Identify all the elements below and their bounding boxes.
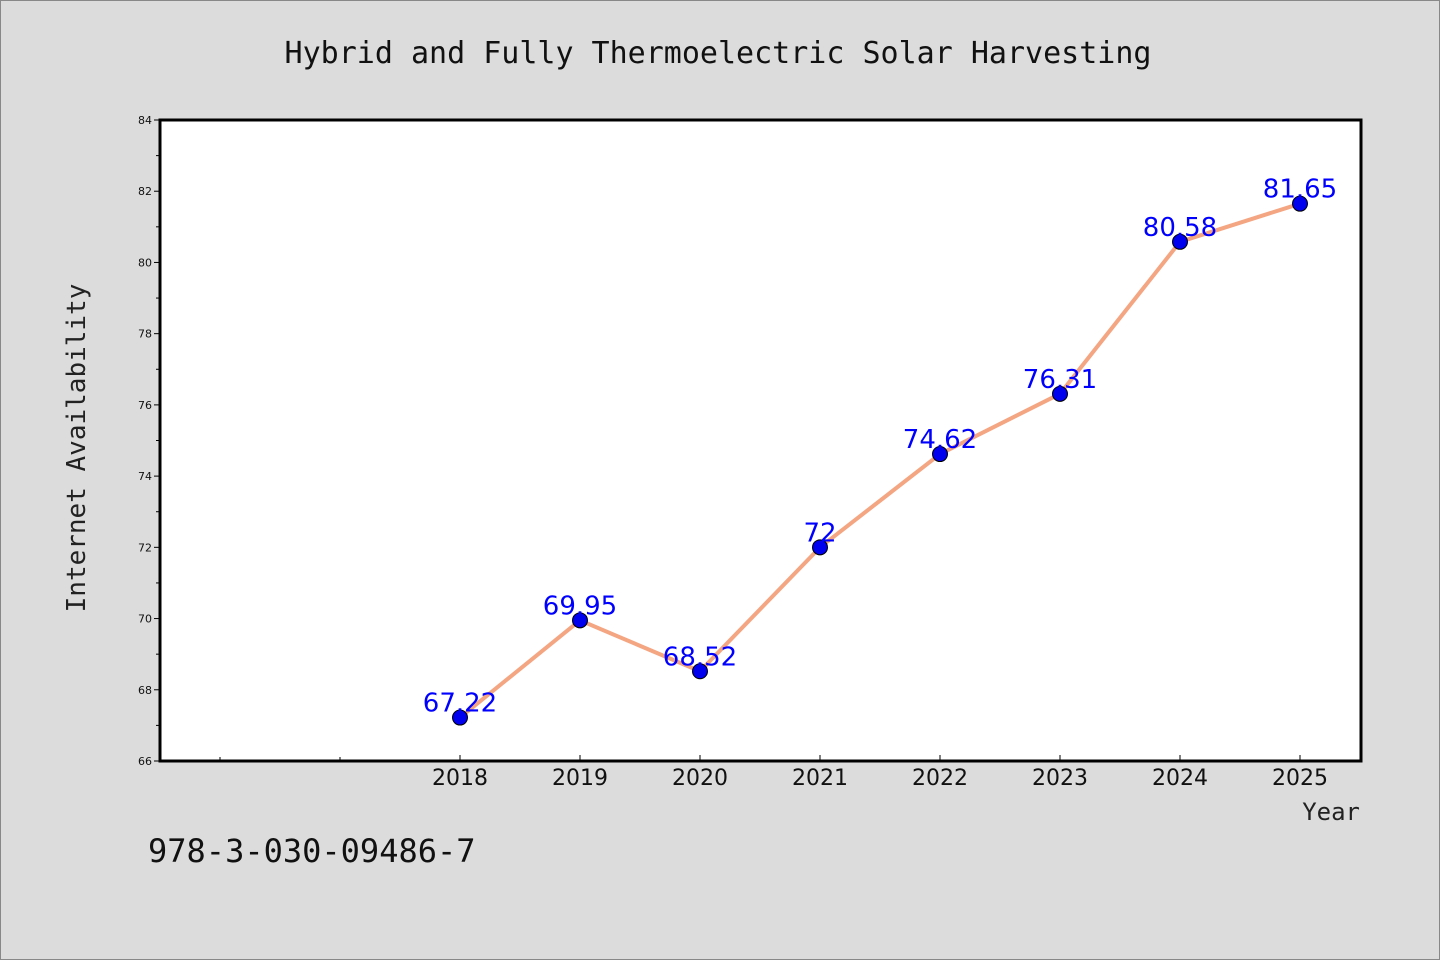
y-tick-label: 66 xyxy=(138,755,152,768)
data-point xyxy=(932,446,948,463)
data-label: 68.52 xyxy=(663,642,737,672)
y-tick-label: 76 xyxy=(138,399,152,412)
x-tick-label: 2021 xyxy=(792,766,848,791)
x-tick-label: 2019 xyxy=(552,766,608,791)
y-axis-label: Internet Availability xyxy=(62,284,92,613)
data-label: 81.65 xyxy=(1263,175,1337,205)
data-point xyxy=(812,539,828,556)
data-point xyxy=(572,612,588,629)
y-axis: 66 68 70 72 74 76 78 80 82 84 xyxy=(138,114,160,768)
data-label: 74.62 xyxy=(903,425,977,455)
x-tick-label: 2018 xyxy=(432,766,488,791)
y-tick-label: 72 xyxy=(138,541,152,554)
data-label: 80.58 xyxy=(1143,213,1217,243)
series-layer: 67.22 69.95 68.52 72 74.62 76.31 80.58 81.65 xyxy=(423,175,1337,726)
y-tick-label: 80 xyxy=(138,256,152,269)
data-point xyxy=(1172,233,1188,250)
data-label: 69.95 xyxy=(543,591,617,621)
x-tick-label: 2022 xyxy=(912,766,968,791)
x-axis: 2018 2019 2020 2021 2022 2023 2024 2025 xyxy=(219,755,1328,791)
data-point xyxy=(452,709,468,726)
data-label: 72 xyxy=(803,518,836,548)
series-line xyxy=(458,201,1301,720)
data-label: 76.31 xyxy=(1023,365,1097,395)
y-tick-label: 82 xyxy=(138,185,152,198)
plot-area xyxy=(158,118,1363,763)
y-tick-label: 74 xyxy=(138,470,152,483)
y-tick-label: 70 xyxy=(138,613,152,626)
y-tick-label: 68 xyxy=(138,684,152,697)
x-tick-label: 2023 xyxy=(1032,766,1088,791)
chart-title: Hybrid and Fully Thermoelectric Solar Ha… xyxy=(285,36,1152,71)
data-point xyxy=(1292,195,1308,212)
x-tick-label: 2025 xyxy=(1272,766,1328,791)
x-axis-label: Year xyxy=(1302,798,1360,826)
x-tick-label: 2024 xyxy=(1152,766,1208,791)
x-tick-label: 2020 xyxy=(672,766,728,791)
data-point xyxy=(692,663,708,680)
data-point xyxy=(1052,385,1068,402)
y-tick-label: 84 xyxy=(138,114,152,127)
isbn-code: 978-3-030-09486-7 xyxy=(148,832,476,870)
y-tick-label: 78 xyxy=(138,328,152,341)
data-label: 67.22 xyxy=(423,689,497,719)
